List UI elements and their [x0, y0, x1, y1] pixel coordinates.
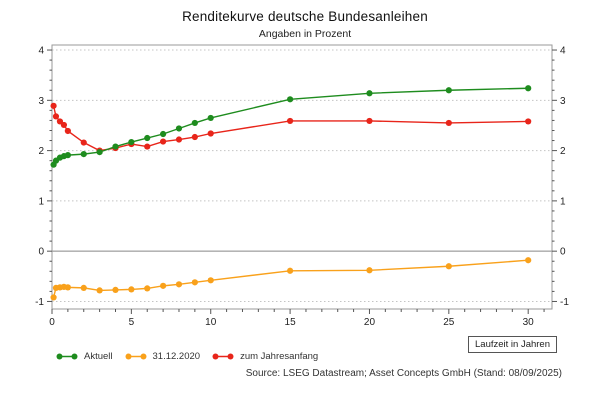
source-text: Source: LSEG Datastream; Asset Concepts …: [245, 368, 562, 379]
svg-text:10: 10: [205, 317, 217, 328]
chart-title: Renditekurve deutsche Bundesanleihen: [182, 9, 428, 24]
x-axis-label-box: Laufzeit in Jahren: [468, 336, 557, 353]
svg-text:2: 2: [38, 146, 44, 157]
svg-text:1: 1: [560, 196, 566, 207]
legend-marker-aktuell-icon: [56, 353, 78, 360]
svg-text:-1: -1: [35, 297, 44, 308]
svg-text:25: 25: [443, 317, 455, 328]
legend-item-aktuell: Aktuell: [55, 351, 113, 362]
chart-subtitle: Angaben in Prozent: [258, 28, 352, 40]
legend-label-31-12-2020: 31.12.2020: [152, 351, 201, 362]
legend-label-aktuell: Aktuell: [84, 351, 113, 362]
legend: Aktuell 31.12.2020 zum Jahresanfang: [55, 351, 318, 362]
svg-text:0: 0: [560, 247, 566, 258]
svg-text:0: 0: [49, 317, 55, 328]
svg-text:4: 4: [38, 46, 44, 57]
legend-item-jahresanfang: zum Jahresanfang: [211, 351, 318, 362]
svg-text:2: 2: [560, 146, 566, 157]
svg-text:0: 0: [38, 247, 44, 258]
legend-label-jahresanfang: zum Jahresanfang: [240, 351, 319, 362]
svg-text:1: 1: [38, 196, 44, 207]
svg-text:-1: -1: [560, 297, 569, 308]
svg-text:3: 3: [560, 96, 566, 107]
svg-text:15: 15: [285, 317, 297, 328]
x-axis-label: Laufzeit in Jahren: [475, 339, 550, 350]
svg-text:20: 20: [364, 317, 376, 328]
legend-item-31-12-2020: 31.12.2020: [124, 351, 201, 362]
legend-marker-31-12-2020-icon: [125, 353, 147, 360]
svg-text:5: 5: [129, 317, 135, 328]
svg-text:30: 30: [523, 317, 535, 328]
svg-text:3: 3: [38, 96, 44, 107]
plot-area: -1 -1 0 0 1 1 2 2 3 3 4 4 0 5 10 15 20 25 30: [35, 44, 569, 328]
legend-marker-jahresanfang-icon: [212, 353, 234, 360]
svg-text:4: 4: [560, 46, 566, 57]
